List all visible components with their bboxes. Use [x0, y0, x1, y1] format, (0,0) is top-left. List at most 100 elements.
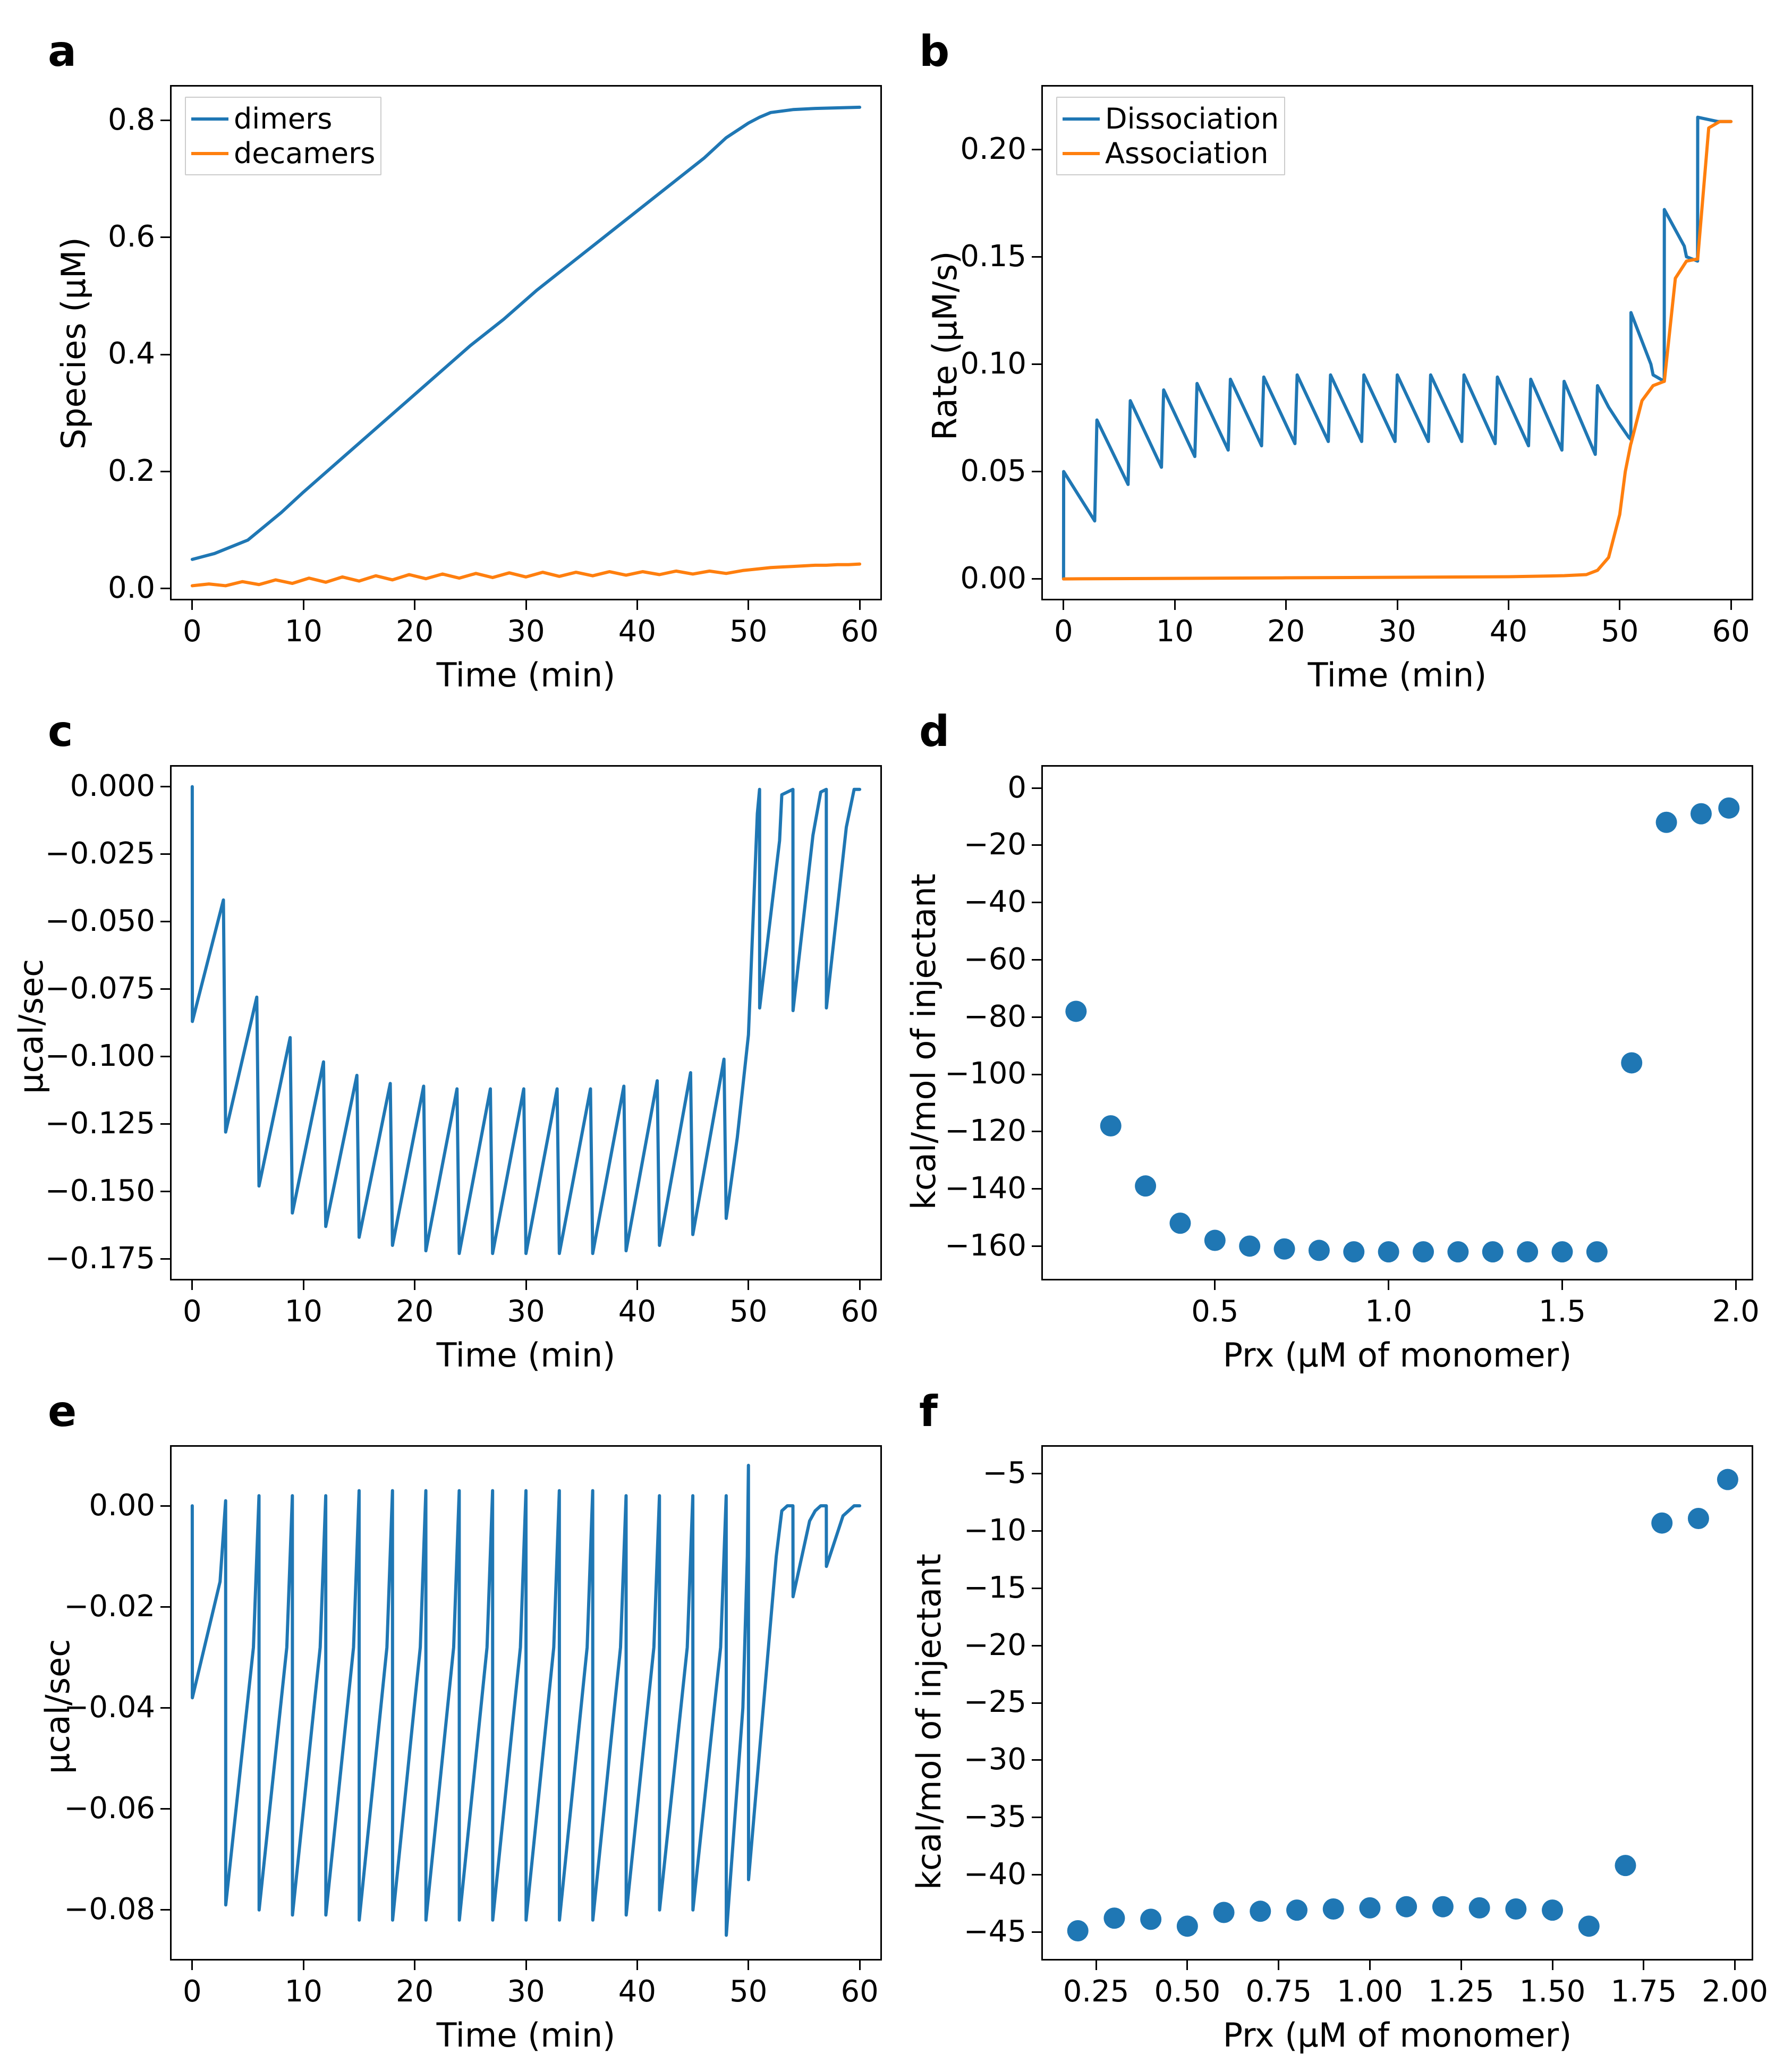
marker [1309, 1240, 1330, 1261]
xtick [1619, 600, 1620, 610]
ytick [1032, 1874, 1041, 1876]
panel-label-d: d [919, 707, 949, 756]
ytick [1032, 1931, 1041, 1933]
plot-c [170, 765, 882, 1280]
ytick [160, 471, 170, 472]
marker [1169, 1212, 1191, 1234]
legend-b: DissociationAssociation [1056, 97, 1285, 175]
xtick [1552, 1961, 1553, 1970]
marker [1578, 1915, 1600, 1937]
marker [1274, 1238, 1295, 1260]
axes-c: 0102030405060−0.175−0.150−0.125−0.100−0.… [170, 765, 882, 1280]
ytick [160, 588, 170, 589]
legend-item: decamers [191, 137, 375, 170]
xtick [1735, 1280, 1737, 1290]
xtick-label: 60 [1678, 614, 1784, 649]
marker [1343, 1241, 1364, 1262]
ytick [1032, 256, 1041, 258]
panel-label-b: b [919, 27, 949, 76]
xtick [303, 1961, 304, 1970]
xtick [525, 600, 527, 610]
legend-text: dimers [234, 102, 332, 135]
xtick [303, 1280, 304, 1290]
ytick [1032, 578, 1041, 580]
marker [1469, 1897, 1490, 1919]
xtick [414, 1280, 415, 1290]
xlabel: Prx (µM of monomer) [1041, 1336, 1753, 1374]
xtick-label: 40 [584, 614, 690, 649]
ytick [160, 1707, 170, 1709]
xtick [303, 600, 304, 610]
marker [1505, 1898, 1526, 1920]
legend-item: Dissociation [1063, 102, 1279, 135]
figure: a 01020304050600.00.20.40.60.8Time (min)S… [0, 0, 1792, 2062]
marker [1447, 1241, 1468, 1262]
xtick [525, 1961, 527, 1970]
ytick-label: −10 [910, 1513, 1026, 1548]
marker [1586, 1241, 1608, 1262]
marker [1250, 1900, 1271, 1922]
xtick-label: 0.75 [1226, 1974, 1332, 2009]
xtick-label: 50 [1567, 614, 1673, 649]
xtick [1460, 1961, 1462, 1970]
axes-e: 0102030405060−0.08−0.06−0.04−0.020.00Tim… [170, 1445, 882, 1961]
axes-f: 0.250.500.751.001.251.501.752.00−45−40−3… [1041, 1445, 1753, 1961]
marker [1359, 1897, 1380, 1919]
xtick-label: 10 [1122, 614, 1228, 649]
xtick [636, 600, 638, 610]
xtick [191, 600, 193, 610]
xtick-label: 1.5 [1509, 1294, 1615, 1329]
ytick-label: −0.175 [38, 1241, 155, 1276]
marker [1651, 1513, 1672, 1534]
xtick [525, 1280, 527, 1290]
plot-e [170, 1445, 882, 1961]
ytick-label: 0.8 [38, 103, 155, 137]
xtick-label: 60 [806, 1974, 913, 2009]
ytick [1032, 1074, 1041, 1075]
marker [1239, 1235, 1260, 1257]
ytick [160, 988, 170, 990]
ytick [160, 786, 170, 787]
ytick-label: −0.06 [38, 1791, 155, 1826]
ytick [1032, 844, 1041, 846]
xtick-label: 0 [1010, 614, 1117, 649]
ytick [1032, 1245, 1041, 1247]
ytick [1032, 1131, 1041, 1132]
xtick-label: 1.00 [1317, 1974, 1423, 2009]
marker [1656, 812, 1677, 833]
legend-text: Association [1105, 137, 1268, 170]
panel-label-a: a [48, 27, 77, 76]
xtick [1730, 600, 1732, 610]
xtick [1561, 1280, 1563, 1290]
xtick [191, 1280, 193, 1290]
xtick-label: 0 [139, 1294, 245, 1329]
panel-label-c: c [48, 707, 73, 756]
ytick [160, 1258, 170, 1260]
marker [1482, 1241, 1504, 1262]
ytick [1032, 1702, 1041, 1704]
ytick [160, 1056, 170, 1057]
ytick [1032, 471, 1041, 472]
axes-a: 01020304050600.00.20.40.60.8Time (min)Sp… [170, 85, 882, 600]
xtick-label: 30 [473, 614, 579, 649]
legend-item: dimers [191, 102, 375, 135]
xtick-label: 30 [473, 1294, 579, 1329]
marker [1378, 1241, 1399, 1262]
xtick-label: 0.50 [1134, 1974, 1241, 2009]
series-Dissociation [1064, 117, 1731, 579]
axes-d: 0.51.01.52.0−160−140−120−100−80−60−40−20… [1041, 765, 1753, 1280]
marker [1213, 1902, 1235, 1923]
legend-item: Association [1063, 137, 1279, 170]
ytick [1032, 363, 1041, 365]
ylabel: kcal/mol of injectant [904, 873, 943, 1210]
ytick-label: −0.02 [38, 1589, 155, 1624]
xtick-label: 20 [362, 1294, 468, 1329]
xtick [1508, 600, 1509, 610]
xtick-label: 2.00 [1682, 1974, 1788, 2009]
ytick [160, 1909, 170, 1911]
xtick [1186, 1961, 1188, 1970]
marker [1067, 1920, 1089, 1941]
ytick-label: 0.000 [38, 769, 155, 803]
plot-f [1041, 1445, 1753, 1961]
panel-label-f: f [919, 1387, 938, 1436]
